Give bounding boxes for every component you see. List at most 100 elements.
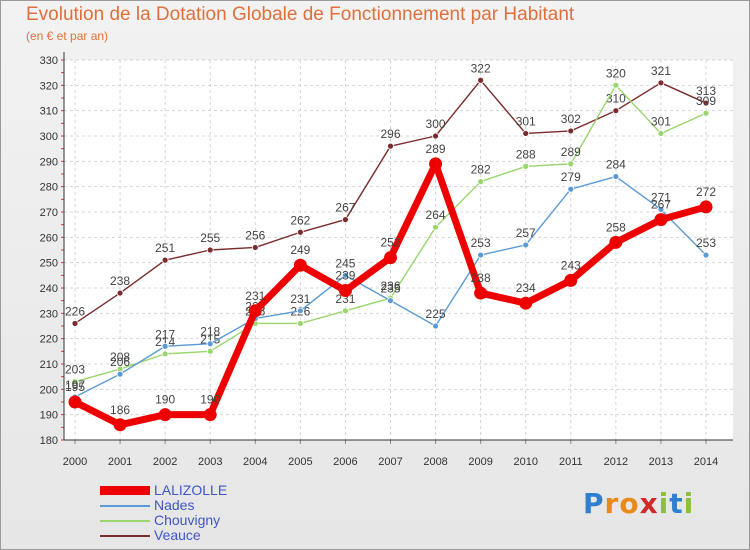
- data-point-chouvigny: [296, 320, 304, 327]
- plot-area: [64, 60, 733, 440]
- data-label-nades: 245: [335, 256, 355, 270]
- x-tick-label: 2013: [649, 456, 673, 468]
- data-point-veauce: [161, 256, 169, 264]
- data-point-chouvigny: [477, 178, 485, 186]
- data-point-veauce: [251, 244, 259, 251]
- x-tick-label: 2004: [243, 456, 267, 468]
- data-label-nades: 206: [110, 355, 130, 369]
- data-point-lalizolle: [519, 296, 533, 310]
- data-label-nades: 218: [200, 325, 220, 339]
- data-label-nades: 231: [290, 292, 310, 306]
- data-point-nades: [657, 206, 665, 213]
- data-point-chouvigny: [161, 350, 169, 358]
- logo-letter: i: [683, 487, 695, 520]
- y-tick-label: 320: [40, 80, 58, 92]
- data-label-nades: 253: [471, 236, 491, 250]
- data-label-lalizolle: 289: [426, 142, 446, 156]
- data-point-lalizolle: [384, 251, 397, 265]
- data-label-veauce: 256: [245, 228, 265, 242]
- data-point-veauce: [702, 99, 710, 107]
- data-point-veauce: [522, 130, 530, 137]
- data-point-nades: [342, 271, 349, 279]
- x-tick-label: 2014: [694, 456, 718, 468]
- data-label-veauce: 255: [200, 231, 220, 245]
- data-point-veauce: [477, 76, 485, 84]
- y-tick-label: 300: [40, 131, 58, 143]
- x-tick-label: 2001: [108, 456, 132, 468]
- data-point-chouvigny: [206, 347, 214, 355]
- data-point-chouvigny: [612, 81, 620, 89]
- data-label-chouvigny: 264: [426, 208, 446, 222]
- data-point-nades: [567, 185, 575, 193]
- legend-swatch-chouvigny: [100, 520, 150, 522]
- data-point-nades: [522, 241, 530, 249]
- x-tick-label: 2005: [288, 456, 312, 468]
- data-label-veauce: 262: [290, 213, 310, 227]
- data-label-lalizolle: 272: [696, 185, 716, 199]
- y-tick-label: 190: [40, 410, 58, 422]
- logo-letter: o: [619, 487, 640, 520]
- data-label-nades: 284: [606, 158, 626, 172]
- y-tick-label: 310: [40, 106, 58, 118]
- data-point-nades: [702, 251, 710, 259]
- data-label-lalizolle: 249: [290, 243, 310, 257]
- legend-label-chouvigny: Chouvigny: [154, 512, 221, 528]
- data-point-nades: [612, 173, 620, 180]
- y-tick-label: 230: [40, 308, 58, 320]
- data-point-veauce: [71, 320, 79, 327]
- y-tick-label: 260: [40, 232, 58, 244]
- data-point-lalizolle: [113, 418, 127, 432]
- x-tick-label: 2009: [468, 456, 492, 468]
- data-label-chouvigny: 320: [606, 66, 626, 80]
- data-label-veauce: 313: [696, 84, 716, 98]
- data-point-veauce: [206, 246, 214, 254]
- data-label-lalizolle: 190: [200, 393, 220, 407]
- data-label-chouvigny: 208: [110, 350, 130, 364]
- proxiti-logo: Proxiti: [583, 487, 694, 520]
- data-label-lalizolle: 243: [561, 258, 581, 272]
- data-label-veauce: 322: [471, 61, 491, 75]
- data-label-lalizolle: 267: [651, 198, 671, 212]
- y-tick-label: 330: [40, 55, 58, 67]
- data-point-veauce: [342, 216, 349, 224]
- data-label-veauce: 302: [561, 112, 581, 126]
- data-point-chouvigny: [702, 109, 710, 117]
- legend-swatch-nades: [100, 505, 150, 507]
- data-label-lalizolle: 231: [245, 289, 265, 303]
- x-tick-label: 2011: [559, 456, 583, 468]
- data-point-lalizolle: [609, 235, 623, 249]
- data-label-veauce: 238: [110, 274, 130, 288]
- x-tick-label: 2000: [63, 456, 87, 468]
- data-point-veauce: [432, 132, 439, 140]
- data-point-nades: [206, 340, 214, 348]
- data-point-veauce: [296, 228, 304, 236]
- data-label-veauce: 296: [380, 127, 400, 141]
- data-point-chouvigny: [342, 307, 349, 315]
- data-point-lalizolle: [68, 395, 82, 409]
- y-tick-label: 200: [40, 384, 58, 396]
- chart-subtitle: (en € et par an): [26, 29, 109, 43]
- y-tick-label: 250: [40, 258, 58, 270]
- data-point-lalizolle: [293, 258, 307, 272]
- data-label-nades: 217: [155, 327, 175, 341]
- data-point-nades: [116, 370, 124, 378]
- data-label-nades: 253: [696, 236, 716, 250]
- data-label-lalizolle: 252: [380, 236, 400, 250]
- data-label-chouvigny: 231: [335, 292, 355, 306]
- data-point-lalizolle: [338, 284, 352, 298]
- data-label-lalizolle: 238: [471, 271, 491, 285]
- y-tick-label: 220: [40, 334, 58, 346]
- legend-swatch-lalizolle: [100, 486, 150, 495]
- data-point-chouvigny: [657, 130, 665, 137]
- data-label-lalizolle: 239: [335, 269, 355, 283]
- data-point-veauce: [387, 142, 394, 150]
- data-point-nades: [296, 307, 304, 315]
- data-label-chouvigny: 288: [516, 147, 536, 161]
- data-point-nades: [387, 297, 394, 305]
- data-label-lalizolle: 190: [155, 393, 175, 407]
- x-tick-label: 2008: [423, 456, 447, 468]
- y-tick-label: 280: [40, 182, 58, 194]
- data-label-chouvigny: 215: [200, 332, 220, 346]
- data-label-chouvigny: 203: [65, 363, 85, 377]
- data-label-chouvigny: 282: [471, 163, 491, 177]
